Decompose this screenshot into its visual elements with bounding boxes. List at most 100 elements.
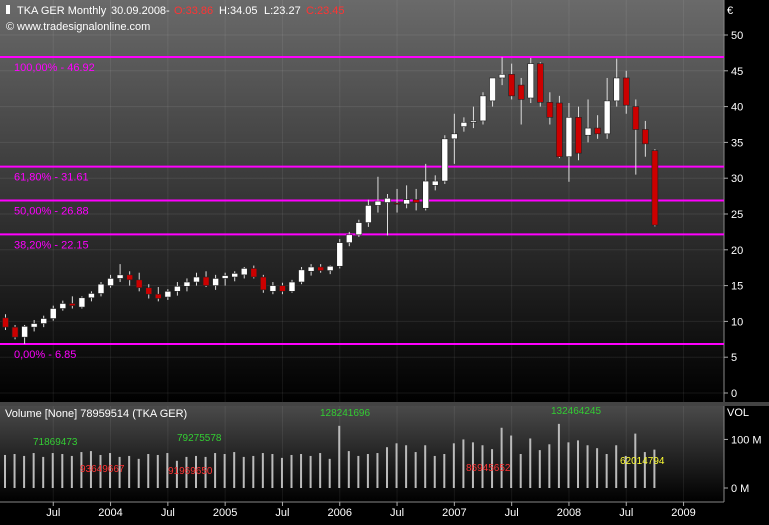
candle-body [78,297,86,308]
volume-bar [634,433,637,488]
candle-body [403,199,410,205]
candle-body [613,77,621,102]
candle-body [221,275,229,279]
volume-value-label: 79275578 [177,433,222,444]
candle-body [21,326,28,338]
volume-bar [643,452,646,488]
volume-bar [32,453,35,488]
volume-bar [252,455,255,488]
volume-axis-unit: VOL [727,407,749,419]
volume-bar [261,453,264,488]
time-axis-ticks: Jul 2004 Jul 2005 Jul 2006 Jul 2007 Jul 2008 Jul 20… [46,502,696,519]
volume-bar [615,445,618,488]
volume-bar [51,453,54,488]
candle-body [603,100,611,135]
volume-bar [13,454,16,488]
candle-body [565,117,573,158]
candle-body [116,274,124,279]
volume-bar [166,453,169,488]
panel-separator [0,402,769,406]
candle-body [632,106,640,130]
candle-body [642,129,649,145]
volume-bar [395,443,398,488]
price-tick-label: 35 [731,137,743,149]
candle-body [307,266,315,272]
volume-bar [23,455,26,488]
volume-bar [366,454,369,488]
time-tick-label: 2008 [557,507,581,519]
time-tick-label: 2004 [98,507,122,519]
volume-bar [4,454,6,488]
time-tick-label: Jul [161,507,175,519]
volume-bar [414,452,417,488]
volume-bar [175,460,178,488]
volume-labels: 71869473 93649667 79275578 91969650 12824169… [33,406,665,477]
volume-bar [109,453,112,488]
candle-body [460,122,468,127]
date-label: 30.09.2008 [111,5,166,17]
volume-value-label: 128241696 [320,408,370,419]
grid-layer [0,0,724,502]
time-tick-label: Jul [275,507,289,519]
price-tick-label: 20 [731,245,743,257]
time-tick-label: Jul [46,507,60,519]
price-tick-label: 40 [731,102,743,114]
volume-bar [137,458,140,488]
close-label: C:23.45 [306,5,345,17]
candle-body [250,268,258,278]
candle-body [584,127,592,136]
price-tick-label: 45 [731,66,743,78]
chart-header: TKA GER Monthly 30.09.2008 - O:33.86 H:3… [6,5,733,33]
candlesticks [2,57,659,344]
fib-level-label: 38,20% - 22.15 [14,239,89,251]
time-tick-label: Jul [390,507,404,519]
candle-body [441,138,449,182]
high-label: H:34.05 [219,5,258,17]
volume-header: Volume [None] 78959514 (TKA GER) VOL [5,407,749,420]
volume-bar [405,445,408,488]
volume-bar [443,454,446,488]
candle-body [298,269,305,283]
fib-level-label: 100,00% - 46.92 [14,62,95,74]
candle-body [451,133,458,140]
symbol-marker [6,5,10,14]
volume-bars [4,423,656,488]
time-tick-label: 2007 [442,507,466,519]
volume-panel [0,406,724,502]
copyright-icon: © [6,21,14,33]
volume-bar [128,455,131,488]
volume-tick-label: 0 M [731,483,749,495]
volume-bar [347,451,350,488]
candle-body [164,291,172,298]
candle-body [622,77,630,106]
candle-body [336,242,344,267]
candle-body [231,273,238,278]
candle-body [174,286,181,292]
candle-body [202,276,210,286]
volume-bar [567,442,570,488]
volume-bar [89,451,92,488]
candle-body [126,274,133,281]
volume-bar [500,427,503,488]
symbol-label: TKA GER Monthly [17,5,107,17]
candle-body [97,283,105,294]
time-tick-label: Jul [619,507,633,519]
candle-body [279,285,286,292]
time-tick-label: 2006 [328,507,352,519]
volume-tick-label: 100 M [731,434,762,446]
volume-bar [223,454,226,488]
volume-bar [271,454,274,488]
candle-body [355,222,363,236]
candle-body [470,120,477,123]
volume-bar [538,450,541,488]
volume-bar [118,456,121,488]
candle-body [240,268,248,276]
candle-body [479,95,487,122]
volume-bar [338,425,341,488]
volume-bar [653,449,656,488]
candle-body [183,281,191,287]
currency-label: € [727,5,733,17]
candle-body [575,117,582,154]
candle-body [345,234,353,243]
